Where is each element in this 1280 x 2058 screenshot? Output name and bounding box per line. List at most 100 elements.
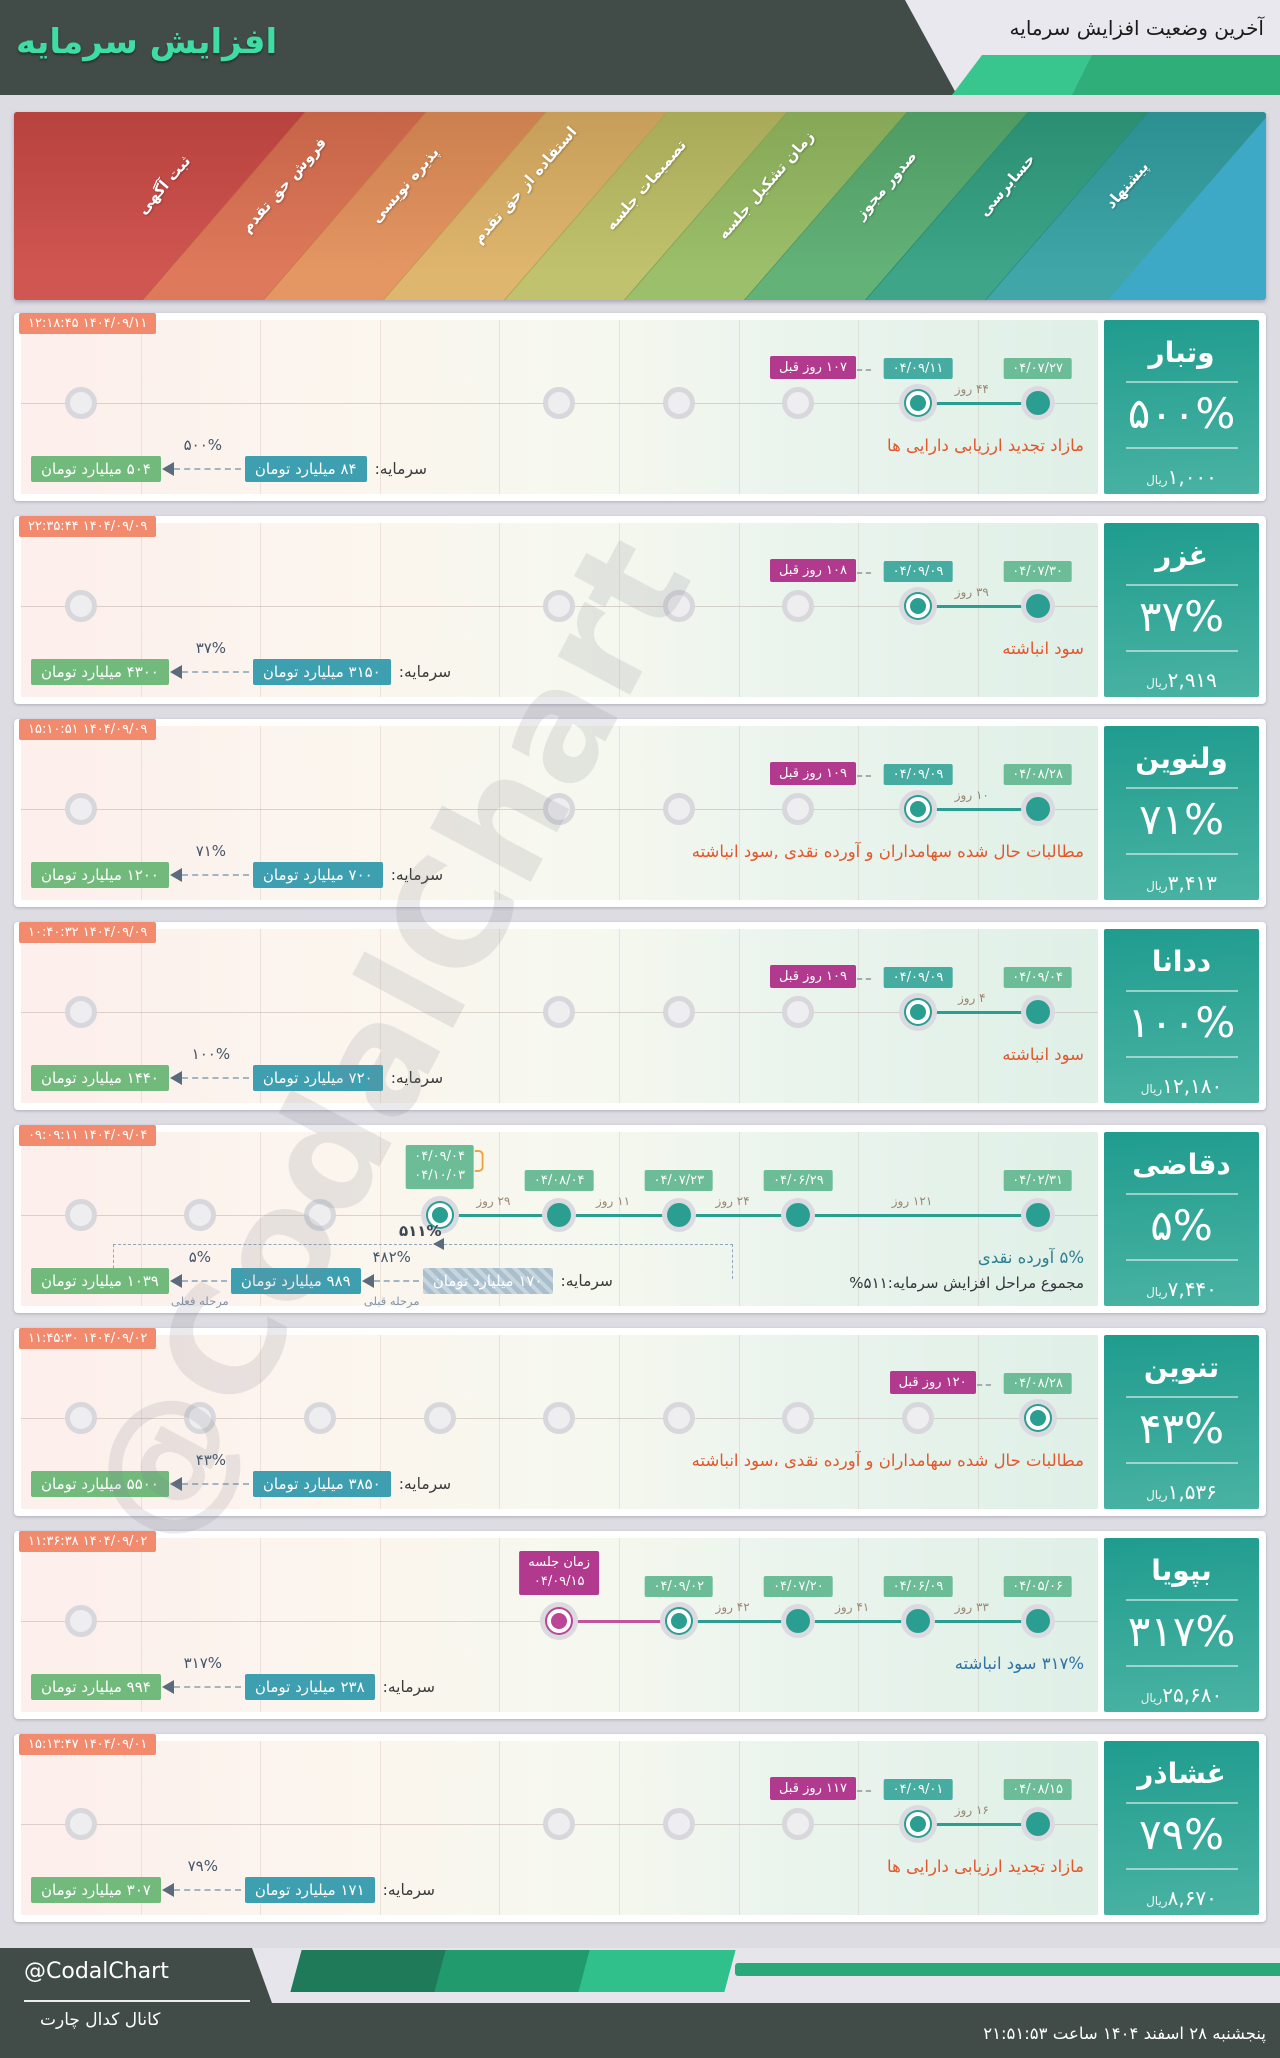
capital-to-badge: ۴۳۰۰ میلیارد تومان [31, 659, 169, 685]
page-subtitle: آخرین وضعیت افزایش سرمایه [1009, 16, 1264, 40]
company-price: ۳,۴۱۳ریال [1146, 871, 1217, 895]
capital-line: ۳۰۷ میلیارد تومان ۷۹% ۱۷۱ میلیارد تومان سرم… [31, 1857, 436, 1904]
event-date-badge: ۰۴/۰۷/۳۰ [1003, 561, 1072, 582]
timeline-dot [1025, 1406, 1050, 1430]
timestamp-badge: ۱۴۰۴/۰۹/۱۱ ۱۲:۱۸:۴۵ [19, 313, 157, 334]
capital-arrow-line [173, 1889, 241, 1891]
timeline-dot-inactive [304, 1199, 336, 1231]
column-separator [499, 1335, 501, 1509]
price-unit: ریال [1146, 1284, 1168, 1299]
row-description: ۳۱۷% سود انباشته [954, 1654, 1084, 1673]
company-name: ددانا [1151, 945, 1212, 978]
timestamp-badge: ۱۴۰۴/۰۹/۰۹ ۲۲:۳۵:۴۴ [19, 516, 157, 537]
capital-pct: ۱۰۰% [191, 1045, 231, 1063]
company-increase-pct: ۵۰۰% [1127, 388, 1236, 438]
timeline-dot-inactive [64, 1808, 97, 1840]
badge-line: ۰۴/۰۹/۱۵ [533, 1573, 585, 1589]
column-separator [977, 320, 979, 494]
column-separator [977, 1132, 979, 1306]
footer-parallelogram [290, 1950, 448, 1992]
row-timeline-area: ۱۴۰۴/۰۹/۰۹ ۱۵:۱۰:۵۱ ۱۰ روز ۰۴/۰۸/۲۸ ۰۴/۰۹/۰… [19, 719, 1098, 900]
capital-from-badge: ۷۲۰ میلیارد تومان [252, 1065, 383, 1091]
panel-divider [1125, 1395, 1238, 1398]
row-timeline-area: ۱۴۰۴/۰۹/۰۴ ۰۹:۰۹:۱۱ ۱۲۱ روز ۲۴ روز ۱۱ روز ۲۹… [19, 1125, 1098, 1308]
timeline-dot-inactive [902, 1402, 934, 1434]
column-separator [738, 1132, 740, 1306]
row-description: مازاد تجدید ارزیابی دارایی ها [887, 436, 1084, 455]
capital-label: سرمایه: [398, 1475, 452, 1493]
price-value: ۲۵,۶۸۰ [1162, 1682, 1223, 1707]
column-separator [499, 1741, 501, 1915]
dashed-connector [857, 369, 871, 371]
panel-divider [1125, 989, 1238, 992]
company-price: ۸,۶۷۰ریال [1146, 1886, 1217, 1910]
capital-arrow-head [161, 1680, 174, 1694]
capital-from-badge: ۲۳۸ میلیارد تومان [244, 1674, 375, 1700]
capital-arrow-head [361, 1274, 374, 1288]
column-separator [379, 523, 381, 697]
timeline-dot-inactive [782, 387, 815, 419]
column-separator [260, 1538, 262, 1712]
header-dark-wedge [0, 0, 957, 95]
timeline-dot [427, 1203, 452, 1227]
company-increase-pct: ۷۹% [1138, 1809, 1225, 1859]
timeline-dot [1025, 391, 1050, 415]
event-date-badge: ۰۴/۰۸/۲۸ [1003, 1373, 1072, 1394]
row-timeline-area: ۱۴۰۴/۰۹/۰۲ ۱۱:۳۶:۳۸ ۳۳ روز ۴۱ روز ۴۲ روز ۰۴/… [19, 1531, 1098, 1712]
interval-label: ۲۹ روز [476, 1194, 511, 1208]
event-date-badge: ۰۴/۰۹/۰۹ [883, 764, 953, 785]
column-separator [260, 320, 262, 494]
timeline-dot [906, 1609, 930, 1633]
footer-parallelogram [578, 1950, 736, 1992]
column-separator [738, 1741, 740, 1915]
panel-divider [1125, 1664, 1238, 1667]
event-date-badge: ۰۴/۰۹/۰۴ [1003, 967, 1072, 988]
timestamp-badge: ۱۴۰۴/۰۹/۰۲ ۱۱:۳۶:۳۸ [19, 1531, 157, 1552]
interval-label: ۴ روز [957, 991, 986, 1005]
capital-arrow-line [373, 1280, 419, 1282]
column-separator [379, 1741, 381, 1915]
timeline-dot-inactive [64, 387, 97, 419]
price-value: ۱۲,۱۸۰ [1162, 1073, 1223, 1098]
column-separator [260, 929, 262, 1103]
event-date-badge: ۰۴/۰۹/۱۱ [883, 358, 953, 379]
interval-label: ۴۴ روز [954, 382, 989, 396]
company-price: ۱۲,۱۸۰ریال [1141, 1074, 1223, 1098]
footer-brand-panel: @CodalChart کانال کدال چارت [0, 1948, 292, 2058]
company-panel: ولنوین ۷۱% ۳,۴۱۳ریال [1104, 726, 1259, 900]
company-row: وتبار ۵۰۰% ۱,۰۰۰ریال ۱۴۰۴/۰۹/۱۱ ۱۲:۱۸:۴۵ ۴۴ … [14, 313, 1266, 501]
price-value: ۳,۴۱۳ [1167, 870, 1217, 895]
event-date-badge: ۰۴/۰۹/۰۴ ۰۴/۱۰/۰۳ [405, 1145, 484, 1189]
row-description: سود انباشته [1002, 639, 1084, 658]
timeline-dot-inactive [662, 1808, 695, 1840]
company-increase-pct: ۴۳% [1138, 1403, 1225, 1453]
row-timeline-area: ۱۴۰۴/۰۹/۱۱ ۱۲:۱۸:۴۵ ۴۴ روز ۰۴/۰۷/۲۷ ۰۴/۰۹/۱… [19, 313, 1098, 494]
timeline-segment [798, 1620, 918, 1623]
timeline-dot-inactive [64, 1199, 97, 1231]
dashed-connector [857, 775, 871, 777]
panel-divider [1125, 1867, 1238, 1870]
capital-pct: ۴۸۲% [372, 1248, 411, 1266]
column-separator [858, 726, 860, 900]
price-unit: ریال [1146, 675, 1168, 690]
timestamp-badge: ۱۴۰۴/۰۹/۰۹ ۱۰:۴۰:۳۲ [19, 922, 157, 943]
company-row: غشاذر ۷۹% ۸,۶۷۰ریال ۱۴۰۴/۰۹/۰۱ ۱۵:۱۳:۴۷ ۱۶ ر… [14, 1734, 1266, 1922]
column-separator [499, 320, 501, 494]
company-panel: غشاذر ۷۹% ۸,۶۷۰ریال [1104, 1741, 1259, 1915]
company-price: ۱,۰۰۰ریال [1146, 465, 1217, 489]
event-date-badge: ۰۴/۰۸/۰۴ [524, 1170, 594, 1191]
timeline-dot-inactive [184, 1402, 217, 1434]
timeline-dot-inactive [543, 996, 576, 1028]
panel-divider [1125, 583, 1238, 586]
badge-line: ۰۴/۱۰/۰۳ [414, 1167, 465, 1183]
column-separator [260, 523, 262, 697]
panel-divider [1125, 1461, 1238, 1464]
price-value: ۱,۰۰۰ [1167, 464, 1217, 489]
timeline-segment [439, 1214, 560, 1217]
timeline-dot [1025, 1609, 1050, 1633]
column-separator [738, 929, 740, 1103]
capital-label: سرمایه: [382, 1881, 436, 1899]
timeline-segment [559, 1214, 679, 1217]
timeline-segment [918, 1823, 1038, 1826]
company-row: غزر ۳۷% ۲,۹۱۹ریال ۱۴۰۴/۰۹/۰۹ ۲۲:۳۵:۴۴ ۳۹ روز… [14, 516, 1266, 704]
